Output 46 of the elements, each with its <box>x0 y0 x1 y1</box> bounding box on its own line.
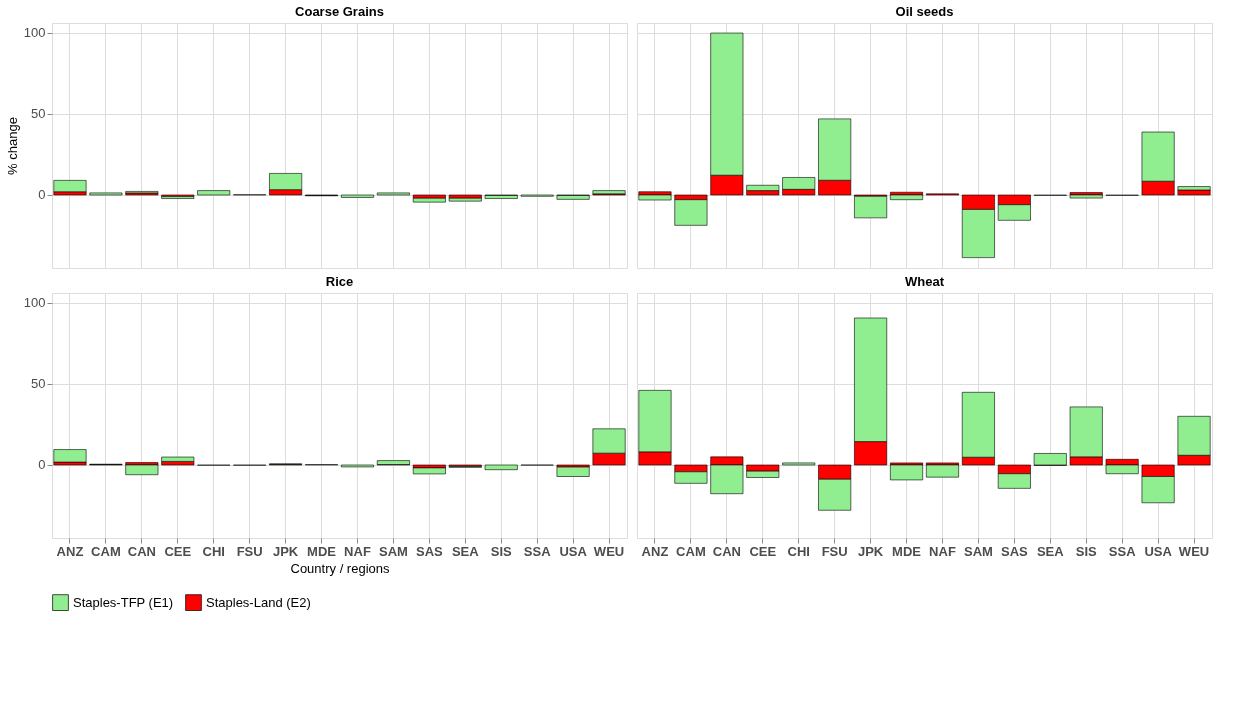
chart-title: Wheat <box>905 274 945 289</box>
y-tick-label: 50 <box>31 376 46 392</box>
y-axis-title: % change <box>4 117 20 175</box>
y-tick-label: 50 <box>31 106 46 122</box>
x-tick-label: NAF <box>344 543 371 559</box>
x-tick-label: CAM <box>676 543 706 559</box>
chart-title: Rice <box>325 274 354 289</box>
x-tick-label: MDE <box>892 543 922 559</box>
x-tick-label: JPK <box>857 543 884 559</box>
x-tick-label: ANZ <box>641 543 669 559</box>
y-tick-label: 100 <box>23 25 46 41</box>
x-tick-label: CHI <box>787 543 810 559</box>
x-tick-label: FSU <box>821 543 848 559</box>
x-tick-label: SEA <box>1036 543 1065 559</box>
y-tick-label: 0 <box>38 457 46 473</box>
x-tick-label: MDE <box>307 543 337 559</box>
x-tick-label: CEE <box>749 543 777 559</box>
y-tick-label: 0 <box>38 187 46 203</box>
legend-label: Staples-Land (E2) <box>206 594 311 610</box>
x-tick-label: SSA <box>1108 543 1137 559</box>
x-tick-label: SAS <box>1000 543 1029 559</box>
x-tick-label: USA <box>1144 543 1173 559</box>
chart-title: Oil seeds <box>895 4 954 19</box>
chart-title: Coarse Grains <box>295 4 384 19</box>
legend-label: Staples-TFP (E1) <box>73 594 174 610</box>
x-tick-label: JPK <box>272 543 299 559</box>
x-tick-label: SEA <box>451 543 480 559</box>
x-tick-label: SIS <box>1075 543 1098 559</box>
x-axis-title: Country / regions <box>290 560 390 576</box>
x-tick-label: USA <box>559 543 588 559</box>
x-tick-label: SAM <box>378 543 408 559</box>
x-tick-label: WEU <box>593 543 625 559</box>
x-tick-label: NAF <box>929 543 956 559</box>
x-tick-label: CHI <box>202 543 225 559</box>
x-tick-label: SAM <box>963 543 993 559</box>
x-tick-label: FSU <box>236 543 263 559</box>
y-tick-label: 100 <box>23 295 46 311</box>
x-tick-label: SIS <box>490 543 513 559</box>
x-tick-label: CAN <box>127 543 156 559</box>
x-tick-label: CAN <box>712 543 741 559</box>
x-tick-label: ANZ <box>56 543 84 559</box>
x-tick-label: CEE <box>164 543 192 559</box>
x-tick-label: WEU <box>1178 543 1210 559</box>
x-tick-label: SAS <box>415 543 444 559</box>
x-tick-label: SSA <box>523 543 552 559</box>
x-tick-label: CAM <box>91 543 121 559</box>
